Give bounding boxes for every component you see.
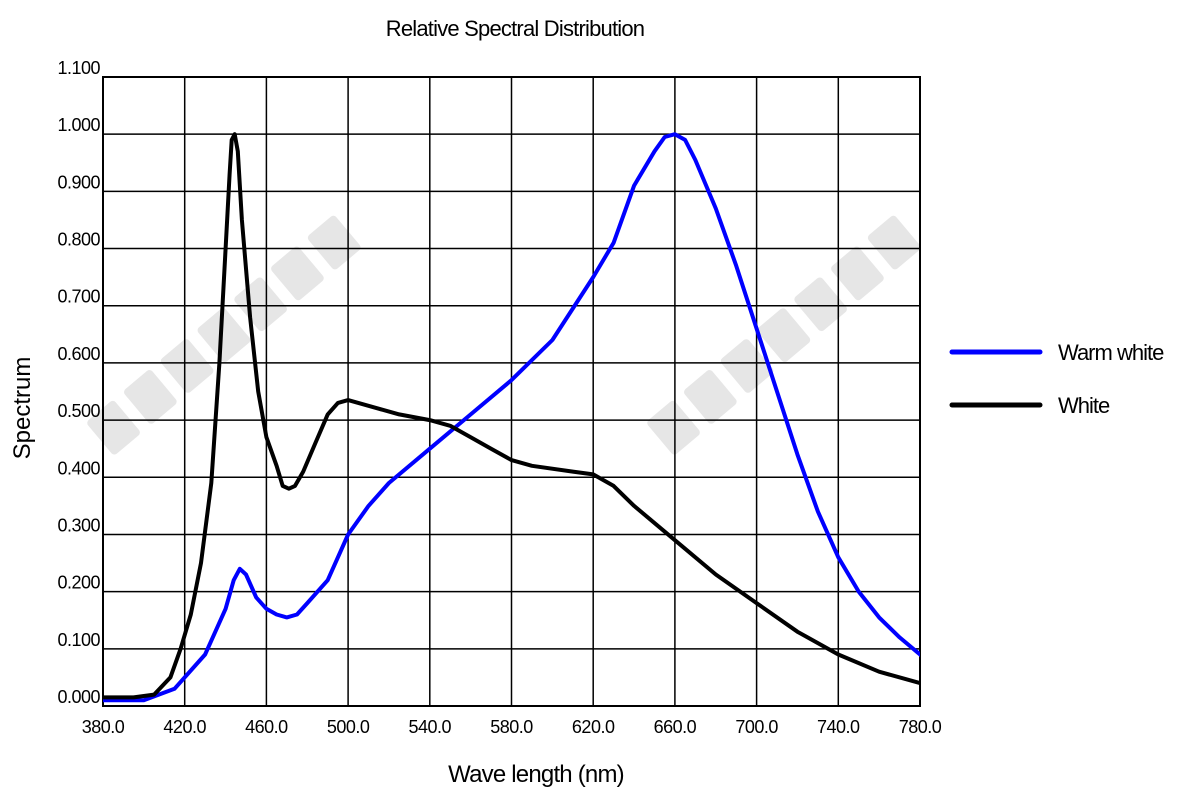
watermark-glyph <box>271 246 324 301</box>
x-tick-label: 500.0 <box>327 717 370 737</box>
x-tick-labels: 380.0 420.0 460.0 500.0 540.0 580.0 620.0 660.0… <box>82 717 943 737</box>
legend-label: White <box>1058 393 1110 418</box>
y-tick-label: 0.800 <box>57 230 100 250</box>
watermark-glyph <box>647 400 700 455</box>
series-layer <box>103 132 920 703</box>
watermark-glyph <box>720 339 774 393</box>
x-tick-label: 620.0 <box>572 717 615 737</box>
chart-title: Relative Spectral Distribution <box>386 16 644 41</box>
x-tick-label: 580.0 <box>490 717 533 737</box>
x-tick-label: 380.0 <box>82 717 125 737</box>
y-tick-label: 0.700 <box>57 287 100 307</box>
x-tick-label: 700.0 <box>735 717 778 737</box>
y-tick-label: 0.900 <box>57 172 100 192</box>
y-tick-label: 0.000 <box>57 687 100 707</box>
series-line-warm-white <box>103 132 920 703</box>
y-axis-label: Spectrum <box>9 357 36 460</box>
watermark-glyph <box>160 339 214 393</box>
y-tick-label: 0.600 <box>57 344 100 364</box>
y-tick-label: 0.300 <box>57 515 100 535</box>
watermark-logo-1 <box>647 215 921 455</box>
legend: Warm white White <box>949 340 1165 418</box>
x-tick-label: 540.0 <box>409 717 452 737</box>
y-tick-label: 0.100 <box>57 630 100 650</box>
x-tick-label: 740.0 <box>817 717 860 737</box>
x-tick-label: 460.0 <box>245 717 288 737</box>
y-tick-labels: 0.000 0.100 0.200 0.300 0.400 0.500 0.600 0.700… <box>57 58 101 707</box>
watermark-glyph <box>867 215 921 270</box>
x-tick-label: 660.0 <box>654 717 697 737</box>
x-axis-label: Wave length (nm) <box>448 761 624 787</box>
watermark-glyph <box>307 215 361 270</box>
y-tick-label: 0.400 <box>57 458 100 478</box>
legend-label: Warm white <box>1058 340 1164 365</box>
watermark-glyph <box>87 400 140 455</box>
y-tick-label: 1.000 <box>57 115 100 135</box>
y-tick-label: 0.500 <box>57 401 100 421</box>
x-tick-label: 780.0 <box>899 717 942 737</box>
watermark-glyph <box>794 277 847 332</box>
watermark-glyph <box>197 308 251 362</box>
y-tick-label: 0.200 <box>57 573 100 593</box>
watermark-glyph <box>124 370 177 424</box>
watermark-glyph <box>831 246 884 301</box>
x-tick-label: 420.0 <box>163 717 206 737</box>
plot-frame <box>102 76 921 707</box>
watermark-glyph <box>234 277 287 332</box>
series-line-white <box>103 132 920 700</box>
watermark-glyph <box>757 308 811 362</box>
watermark-glyph <box>684 370 737 424</box>
y-tick-label: 1.100 <box>57 58 100 78</box>
